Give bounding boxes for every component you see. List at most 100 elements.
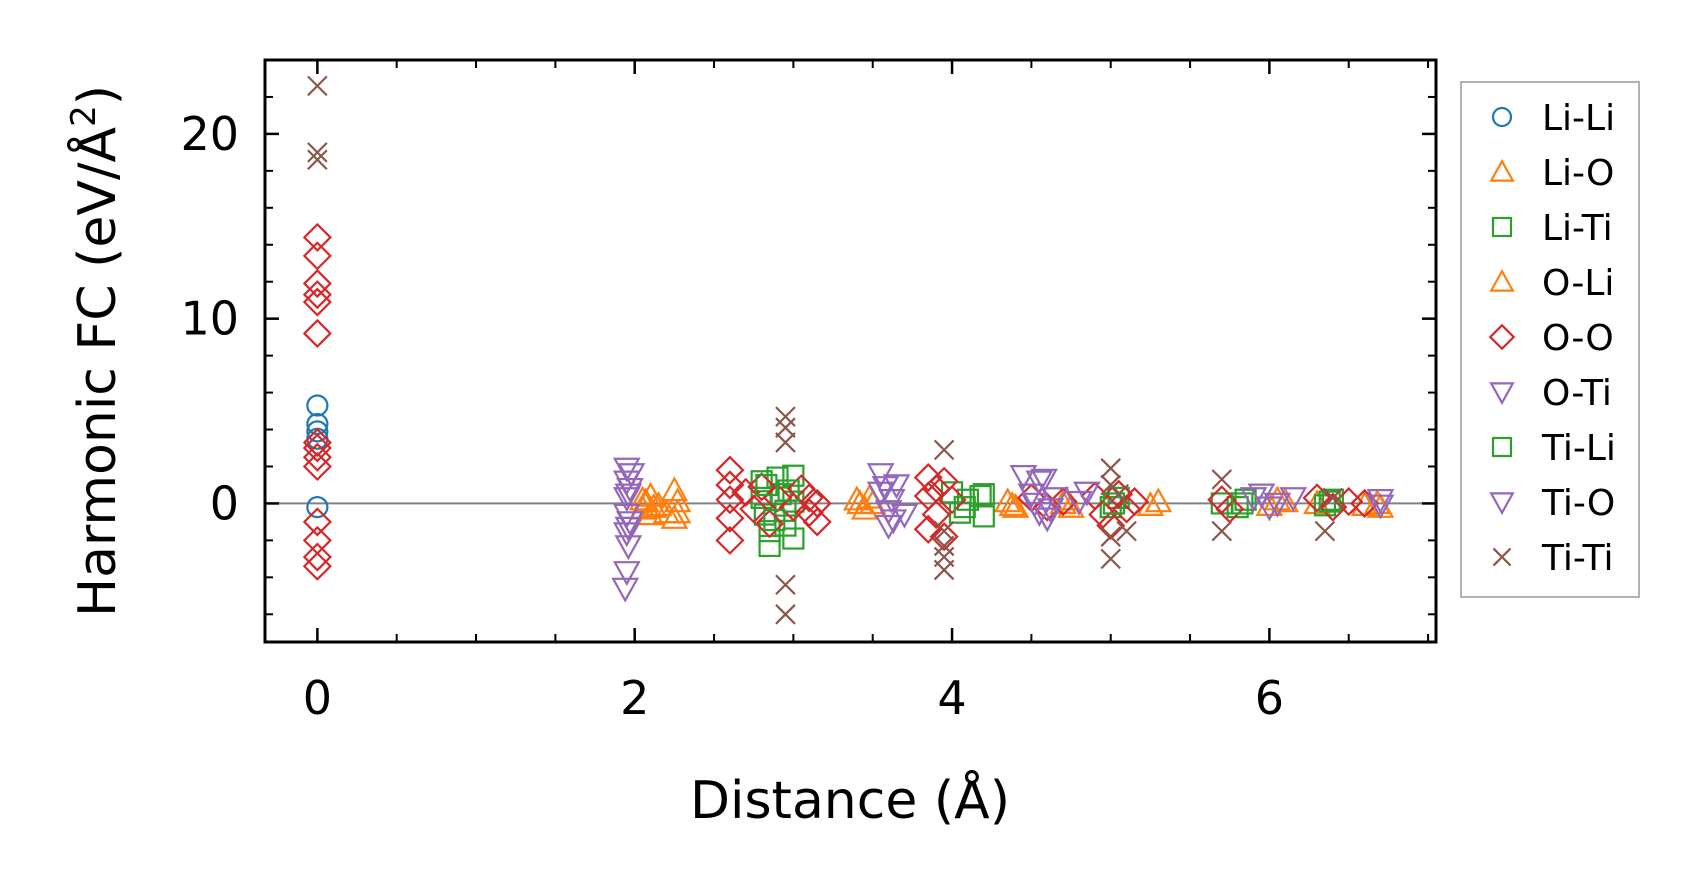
data-point bbox=[775, 432, 796, 453]
data-point bbox=[1318, 490, 1341, 513]
data-point bbox=[1112, 494, 1142, 524]
data-point bbox=[614, 516, 643, 542]
data-point bbox=[774, 514, 797, 537]
axis-ticks bbox=[265, 59, 1436, 642]
data-point bbox=[614, 483, 643, 509]
data-point bbox=[933, 535, 955, 557]
legend-label: Ti-Ti bbox=[1541, 538, 1613, 579]
data-point bbox=[1096, 511, 1126, 541]
data-point bbox=[747, 472, 777, 502]
data-point bbox=[1366, 494, 1395, 520]
data-point bbox=[775, 406, 796, 427]
data-point bbox=[763, 508, 786, 532]
data-point bbox=[782, 464, 805, 487]
data-point bbox=[302, 507, 332, 537]
y-tick-label: 20 bbox=[180, 107, 239, 161]
legend-label: Li-O bbox=[1542, 153, 1614, 194]
data-point bbox=[1017, 483, 1046, 509]
data-point bbox=[715, 455, 745, 485]
data-point bbox=[612, 561, 641, 587]
y-axis-label-main: Harmonic FC (eV/Å bbox=[66, 126, 128, 617]
data-point bbox=[715, 470, 745, 500]
legend-marker bbox=[1489, 268, 1515, 292]
data-point bbox=[1318, 492, 1348, 522]
data-point bbox=[1321, 488, 1344, 511]
data-point bbox=[933, 520, 955, 542]
data-point bbox=[302, 551, 332, 581]
plot-area bbox=[263, 58, 1438, 644]
data-point bbox=[617, 463, 646, 489]
legend-label: O-O bbox=[1542, 318, 1614, 359]
data-point bbox=[302, 318, 332, 349]
data-point bbox=[302, 542, 332, 572]
data-point bbox=[956, 488, 980, 511]
data-point bbox=[663, 487, 692, 513]
data-point bbox=[663, 498, 692, 524]
data-point bbox=[871, 476, 900, 502]
legend-entry-o-o: O-O bbox=[1488, 318, 1614, 359]
data-point bbox=[1313, 494, 1337, 517]
data-point bbox=[306, 420, 329, 443]
data-point bbox=[306, 394, 329, 417]
data-point bbox=[766, 466, 789, 489]
data-point bbox=[628, 485, 657, 511]
data-point bbox=[1100, 458, 1121, 479]
legend-entry-li-li: Li-Li bbox=[1491, 98, 1615, 139]
data-point bbox=[1033, 507, 1062, 533]
data-point bbox=[933, 439, 955, 461]
data-point bbox=[1073, 481, 1101, 507]
data-point bbox=[1108, 483, 1129, 505]
data-point bbox=[302, 287, 332, 317]
legend: Li-Li Li-O Li-Ti O-Li O-O O-Ti Ti-Li Ti-O Ti-Ti bbox=[1460, 81, 1640, 598]
data-point bbox=[969, 484, 992, 508]
data-point bbox=[1116, 520, 1137, 542]
data-point bbox=[972, 483, 995, 506]
data-point bbox=[302, 269, 332, 299]
data-point bbox=[612, 457, 641, 483]
data-point bbox=[882, 474, 911, 500]
legend-frame bbox=[1460, 81, 1640, 598]
legend-items: Li-Li Li-O Li-Ti O-Li O-O O-Ti Ti-Li Ti-O Ti-Ti bbox=[1488, 98, 1616, 579]
x-axis-label: Distance (Å) bbox=[690, 769, 1010, 831]
data-point bbox=[614, 535, 643, 561]
series-o-ti bbox=[611, 457, 1395, 603]
tick-labels: 0 2 4 6 0 10 20 bbox=[180, 107, 1284, 725]
data-point bbox=[1048, 487, 1078, 517]
legend-entry-o-ti: O-Ti bbox=[1489, 373, 1612, 414]
data-point bbox=[715, 525, 745, 555]
data-point bbox=[1144, 487, 1173, 513]
data-point bbox=[802, 488, 832, 518]
data-point bbox=[1231, 492, 1254, 515]
data-point bbox=[306, 496, 329, 519]
data-point bbox=[307, 75, 328, 97]
data-point bbox=[616, 511, 644, 537]
series-o-o bbox=[302, 222, 1380, 581]
data-point bbox=[1247, 483, 1276, 509]
legend-label: O-Ti bbox=[1542, 373, 1612, 414]
legend-marker bbox=[1491, 106, 1513, 128]
data-point bbox=[715, 503, 745, 533]
legend-entry-ti-li: Ti-Li bbox=[1491, 428, 1616, 469]
y-tick-label: 0 bbox=[210, 476, 239, 530]
legend-label: Li-Li bbox=[1542, 98, 1615, 139]
data-point bbox=[874, 514, 903, 540]
legend-label: O-Li bbox=[1542, 263, 1614, 304]
data-point bbox=[1104, 479, 1134, 509]
data-point bbox=[1102, 492, 1125, 515]
series-ti-li bbox=[755, 473, 1341, 532]
data-point bbox=[611, 577, 640, 603]
y-axis-label-close: ) bbox=[68, 85, 128, 105]
data-point bbox=[933, 559, 955, 581]
data-point bbox=[302, 427, 332, 458]
data-point bbox=[739, 494, 769, 524]
data-point bbox=[1211, 520, 1233, 542]
data-point bbox=[921, 499, 951, 530]
data-markers bbox=[302, 75, 1395, 625]
legend-marker bbox=[1491, 436, 1513, 458]
data-point bbox=[913, 463, 943, 493]
data-point bbox=[302, 451, 332, 482]
data-point bbox=[715, 485, 745, 515]
series-ti-o bbox=[614, 463, 1395, 542]
data-point bbox=[929, 522, 959, 552]
legend-marker bbox=[1491, 216, 1513, 238]
